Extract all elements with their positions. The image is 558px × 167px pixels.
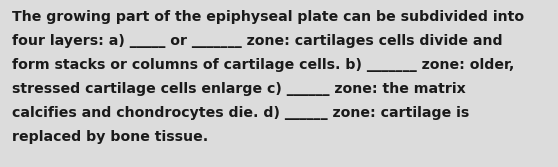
Text: form stacks or columns of cartilage cells. b) _______ zone: older,: form stacks or columns of cartilage cell… bbox=[12, 58, 514, 72]
Text: The growing part of the epiphyseal plate can be subdivided into: The growing part of the epiphyseal plate… bbox=[12, 10, 524, 24]
Text: stressed cartilage cells enlarge c) ______ zone: the matrix: stressed cartilage cells enlarge c) ____… bbox=[12, 82, 466, 96]
Text: calcifies and chondrocytes die. d) ______ zone: cartilage is: calcifies and chondrocytes die. d) _____… bbox=[12, 106, 469, 120]
Text: replaced by bone tissue.: replaced by bone tissue. bbox=[12, 130, 208, 144]
Text: four layers: a) _____ or _______ zone: cartilages cells divide and: four layers: a) _____ or _______ zone: c… bbox=[12, 34, 503, 48]
